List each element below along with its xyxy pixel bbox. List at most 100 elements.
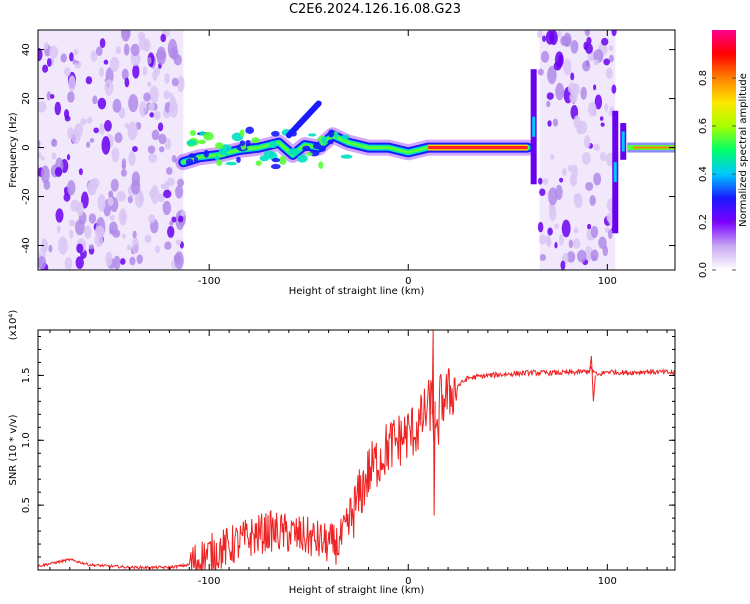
ridge-blob xyxy=(198,139,206,145)
noise-blob xyxy=(585,181,594,191)
snr-dip xyxy=(588,355,596,402)
noise-blob xyxy=(60,53,67,63)
noise-blob xyxy=(147,57,152,65)
noise-blob xyxy=(94,225,105,238)
noise-blob xyxy=(76,243,84,254)
noise-blob xyxy=(127,121,138,141)
noise-blob xyxy=(116,191,126,202)
y-tick-label: 1.0 xyxy=(21,432,32,448)
noise-blob xyxy=(578,120,588,135)
noise-blob xyxy=(148,214,156,224)
noise-blob xyxy=(130,43,140,57)
noise-blob xyxy=(121,68,129,81)
noise-blob xyxy=(54,101,62,116)
noise-blob xyxy=(587,223,592,230)
ridge-blob xyxy=(334,132,339,139)
noise-blob xyxy=(573,193,579,203)
noise-blob xyxy=(180,210,186,217)
noise-blob xyxy=(559,177,564,183)
x-axis-label: Height of straight line (km) xyxy=(289,286,425,297)
ridge-blob xyxy=(288,148,300,156)
y-tick-label: 0.5 xyxy=(21,497,32,513)
ridge-blob xyxy=(214,155,220,161)
noise-blob xyxy=(547,66,557,85)
noise-blob xyxy=(592,108,597,117)
noise-blob xyxy=(95,46,103,57)
noise-blob xyxy=(611,30,617,37)
y-tick-label: -20 xyxy=(21,188,32,204)
noise-blob xyxy=(148,153,158,163)
noise-blob xyxy=(75,256,84,269)
noise-blob xyxy=(74,61,82,69)
noise-blob xyxy=(593,172,602,186)
noise-blob xyxy=(149,85,159,104)
x-tick-label: -100 xyxy=(198,276,221,287)
noise-blob xyxy=(120,213,127,220)
noise-blob xyxy=(88,244,95,250)
noise-blob xyxy=(108,190,114,198)
ridge-blob xyxy=(251,137,260,144)
spike-core xyxy=(532,116,536,137)
noise-blob xyxy=(76,201,84,217)
noise-blob xyxy=(164,138,172,150)
noise-blob xyxy=(80,118,87,126)
noise-blob xyxy=(68,75,76,92)
noise-blob xyxy=(177,215,184,223)
noise-blob xyxy=(38,256,47,270)
y-multiplier-label: (x10⁴) xyxy=(8,310,19,341)
noise-blob xyxy=(58,236,68,255)
noise-blob xyxy=(139,100,148,117)
noise-blob xyxy=(163,189,172,199)
noise-blob xyxy=(600,37,609,46)
noise-blob xyxy=(54,167,63,177)
noise-blob xyxy=(105,251,113,267)
noise-blob xyxy=(144,234,152,243)
noise-blob xyxy=(572,238,581,249)
noise-blob xyxy=(70,128,81,145)
noise-blob xyxy=(164,72,170,85)
noise-blob xyxy=(101,136,111,155)
ridge-blob xyxy=(302,145,311,152)
ridge-blob xyxy=(239,129,245,137)
noise-blob xyxy=(109,214,115,221)
noise-blob xyxy=(177,178,185,187)
noise-blob xyxy=(75,219,85,236)
ridge-blob xyxy=(245,139,251,147)
noise-blob xyxy=(69,229,74,239)
ridge-blob xyxy=(271,130,280,137)
ridge-blob xyxy=(225,161,237,166)
noise-blob xyxy=(64,115,71,122)
noise-blob xyxy=(545,234,551,246)
noise-blob xyxy=(167,225,175,238)
noise-blob xyxy=(542,177,549,185)
noise-blob xyxy=(90,177,100,189)
noise-blob xyxy=(142,66,148,76)
noise-blob xyxy=(162,200,172,216)
snr-spike xyxy=(431,330,436,516)
noise-blob xyxy=(573,227,579,234)
noise-blob xyxy=(593,59,600,66)
noise-blob xyxy=(126,244,131,251)
noise-blob xyxy=(66,180,76,196)
spectrogram-frame xyxy=(37,29,676,271)
noise-blob xyxy=(580,86,587,100)
noise-blob xyxy=(132,230,137,240)
noise-blob xyxy=(85,141,91,148)
noise-blob xyxy=(557,30,562,38)
y-tick-label: 20 xyxy=(21,92,32,105)
noise-blob xyxy=(112,98,122,113)
noise-blob xyxy=(552,118,559,127)
noise-blob xyxy=(64,67,71,77)
y-tick-label: 1.5 xyxy=(21,367,32,383)
noise-blob xyxy=(38,151,42,159)
post-ridge-core xyxy=(633,146,675,149)
noise-blob xyxy=(560,260,566,270)
noise-blob xyxy=(146,81,152,88)
noise-blob xyxy=(153,110,161,120)
noise-blob xyxy=(548,187,558,206)
noise-blob xyxy=(169,220,174,226)
noise-blob xyxy=(599,116,604,121)
noise-blob xyxy=(104,119,112,132)
x-tick-label: 100 xyxy=(598,576,617,587)
